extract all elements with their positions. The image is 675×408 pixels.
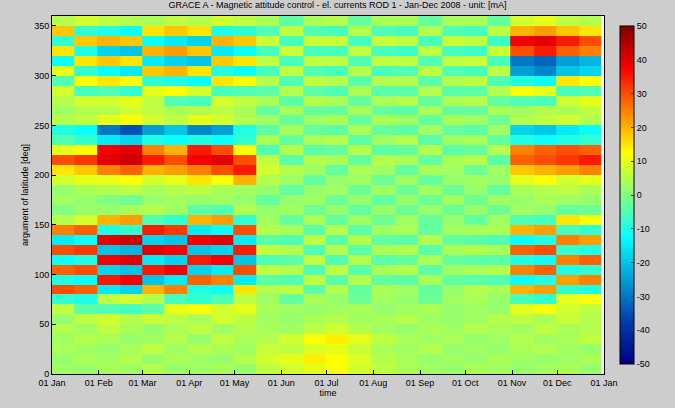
svg-text:time: time [319, 388, 336, 398]
svg-text:01 May: 01 May [220, 378, 250, 388]
svg-text:-10: -10 [637, 224, 650, 234]
svg-text:01 Jul: 01 Jul [314, 378, 338, 388]
svg-text:01 Mar: 01 Mar [128, 378, 156, 388]
svg-text:350: 350 [34, 21, 49, 31]
svg-text:01 Nov: 01 Nov [498, 378, 527, 388]
svg-text:50: 50 [637, 21, 647, 31]
svg-text:300: 300 [34, 71, 49, 81]
svg-text:-20: -20 [637, 258, 650, 268]
svg-text:20: 20 [637, 123, 647, 133]
svg-text:01 Oct: 01 Oct [452, 378, 479, 388]
svg-text:01 Dec: 01 Dec [543, 378, 572, 388]
svg-text:0: 0 [44, 369, 49, 379]
svg-text:01 Aug: 01 Aug [359, 378, 387, 388]
svg-text:01 Apr: 01 Apr [176, 378, 202, 388]
svg-text:40: 40 [637, 55, 647, 65]
svg-text:250: 250 [34, 121, 49, 131]
svg-text:GRACE A - Magnetic attitude co: GRACE A - Magnetic attitude control - el… [168, 0, 506, 10]
svg-text:-30: -30 [637, 292, 650, 302]
svg-text:01 Sep: 01 Sep [406, 378, 435, 388]
svg-text:01 Jan: 01 Jan [590, 378, 617, 388]
svg-text:10: 10 [637, 156, 647, 166]
svg-text:01 Jun: 01 Jun [268, 378, 295, 388]
svg-text:30: 30 [637, 89, 647, 99]
svg-text:01 Jan: 01 Jan [38, 378, 65, 388]
svg-text:50: 50 [39, 319, 49, 329]
svg-text:-40: -40 [637, 325, 650, 335]
svg-text:argument of latitude [deg]: argument of latitude [deg] [20, 144, 30, 246]
svg-text:150: 150 [34, 220, 49, 230]
svg-text:0: 0 [637, 190, 642, 200]
svg-text:100: 100 [34, 270, 49, 280]
svg-text:200: 200 [34, 170, 49, 180]
svg-text:-50: -50 [637, 359, 650, 369]
svg-text:01 Feb: 01 Feb [85, 378, 113, 388]
